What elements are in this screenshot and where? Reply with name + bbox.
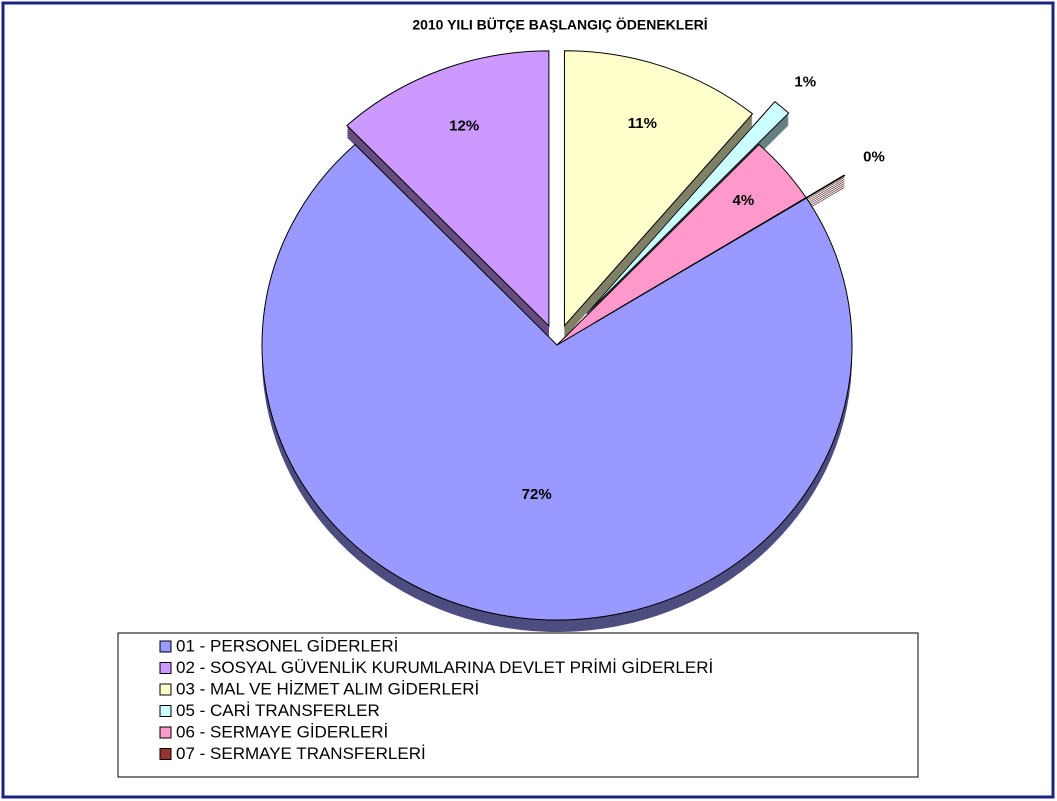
legend-swatch [159, 640, 172, 653]
data-label: 4% [733, 192, 755, 209]
slice [594, 174, 846, 323]
legend-swatch [159, 705, 172, 717]
legend-swatch [159, 662, 172, 674]
data-label: 0% [863, 148, 885, 165]
slice [346, 50, 550, 328]
chart-title: 2010 YILI BÜTÇE BAŞLANGIÇ ÖDENEKLERİ [412, 17, 707, 33]
legend-label: 02 - SOSYAL GÜVENLİK KURUMLARINA DEVLET … [176, 658, 713, 677]
legend-box [117, 632, 919, 778]
legend-label: 07 - SERMAYE TRANSFERLERİ [176, 744, 426, 763]
legend-swatch [159, 748, 172, 760]
slice [586, 100, 790, 314]
legend-label: 01 - PERSONEL GİDERLERİ [176, 636, 398, 655]
legend-label: 06 - SERMAYE GİDERLERİ [176, 722, 388, 741]
legend-label: 05 - CARİ TRANSFERLER [176, 701, 380, 720]
slice [261, 143, 853, 621]
data-label: 1% [794, 73, 816, 90]
data-label: 72% [522, 486, 552, 503]
legend-label: 03 - MAL VE HİZMET ALIM GİDERLERİ [176, 679, 479, 698]
legend-swatch [159, 683, 172, 696]
legend-swatch [159, 726, 172, 739]
data-label: 12% [449, 117, 479, 134]
slice [563, 50, 754, 328]
data-label: 11% [628, 115, 657, 132]
